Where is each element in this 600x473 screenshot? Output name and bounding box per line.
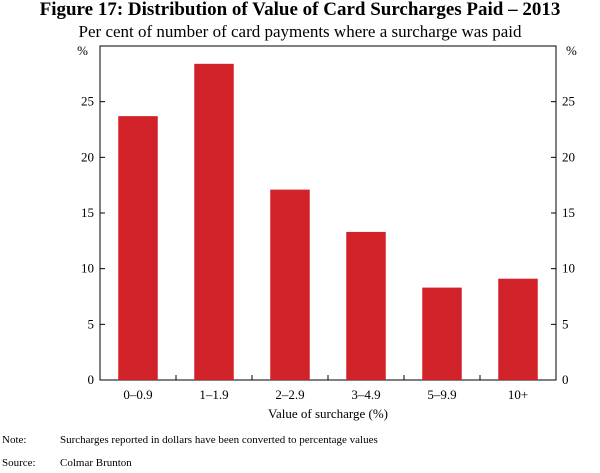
y-tick-label-right: 20: [562, 149, 575, 164]
x-tick-label: 0–0.9: [123, 387, 152, 402]
source-row: Source: Colmar Brunton: [2, 456, 132, 470]
source-text: Colmar Brunton: [60, 457, 132, 469]
x-tick-label: 1–1.9: [199, 387, 228, 402]
bar: [270, 189, 310, 380]
bar-chart: % % 0 0 5 5 10 10 15 15 20 20 25 25 0–0.9 1–1.9 2–2.9…: [77, 43, 577, 421]
x-tick-label: 3–4.9: [351, 387, 380, 402]
y-tick-label-right: 25: [562, 94, 575, 109]
y-tick-label-right: 15: [562, 205, 575, 220]
y-axis-unit-left: %: [77, 43, 88, 58]
note-label: Note:: [2, 434, 27, 446]
y-tick-label-right: 5: [562, 316, 569, 331]
x-tick-label: 2–2.9: [275, 387, 304, 402]
plot-frame: [99, 45, 557, 381]
y-tick-label-left: 25: [81, 94, 94, 109]
y-tick-label-left: 15: [81, 205, 94, 220]
bar: [346, 231, 386, 380]
y-axis-unit-right: %: [566, 43, 577, 58]
bar: [118, 116, 158, 380]
y-tick-label-left: 0: [88, 372, 95, 387]
y-tick-label-left: 5: [88, 316, 95, 331]
x-axis-label: Value of surcharge (%): [268, 406, 388, 421]
note-row: Note: Surcharges reported in dollars have…: [2, 433, 378, 447]
source-label: Source:: [2, 457, 36, 469]
bar: [194, 63, 234, 381]
chart-subtitle: Per cent of number of card payments wher…: [78, 22, 522, 41]
y-tick-label-right: 10: [562, 261, 575, 276]
y-tick-label-left: 20: [81, 149, 94, 164]
bar: [422, 287, 462, 380]
note-text: Surcharges reported in dollars have been…: [60, 434, 378, 446]
x-tick-label: 5–9.9: [427, 387, 456, 402]
bar: [498, 278, 538, 380]
x-tick-label: 10+: [508, 387, 528, 402]
y-tick-label-right: 0: [562, 372, 569, 387]
y-tick-label-left: 10: [81, 261, 94, 276]
chart-title: Figure 17: Distribution of Value of Card…: [39, 0, 561, 20]
